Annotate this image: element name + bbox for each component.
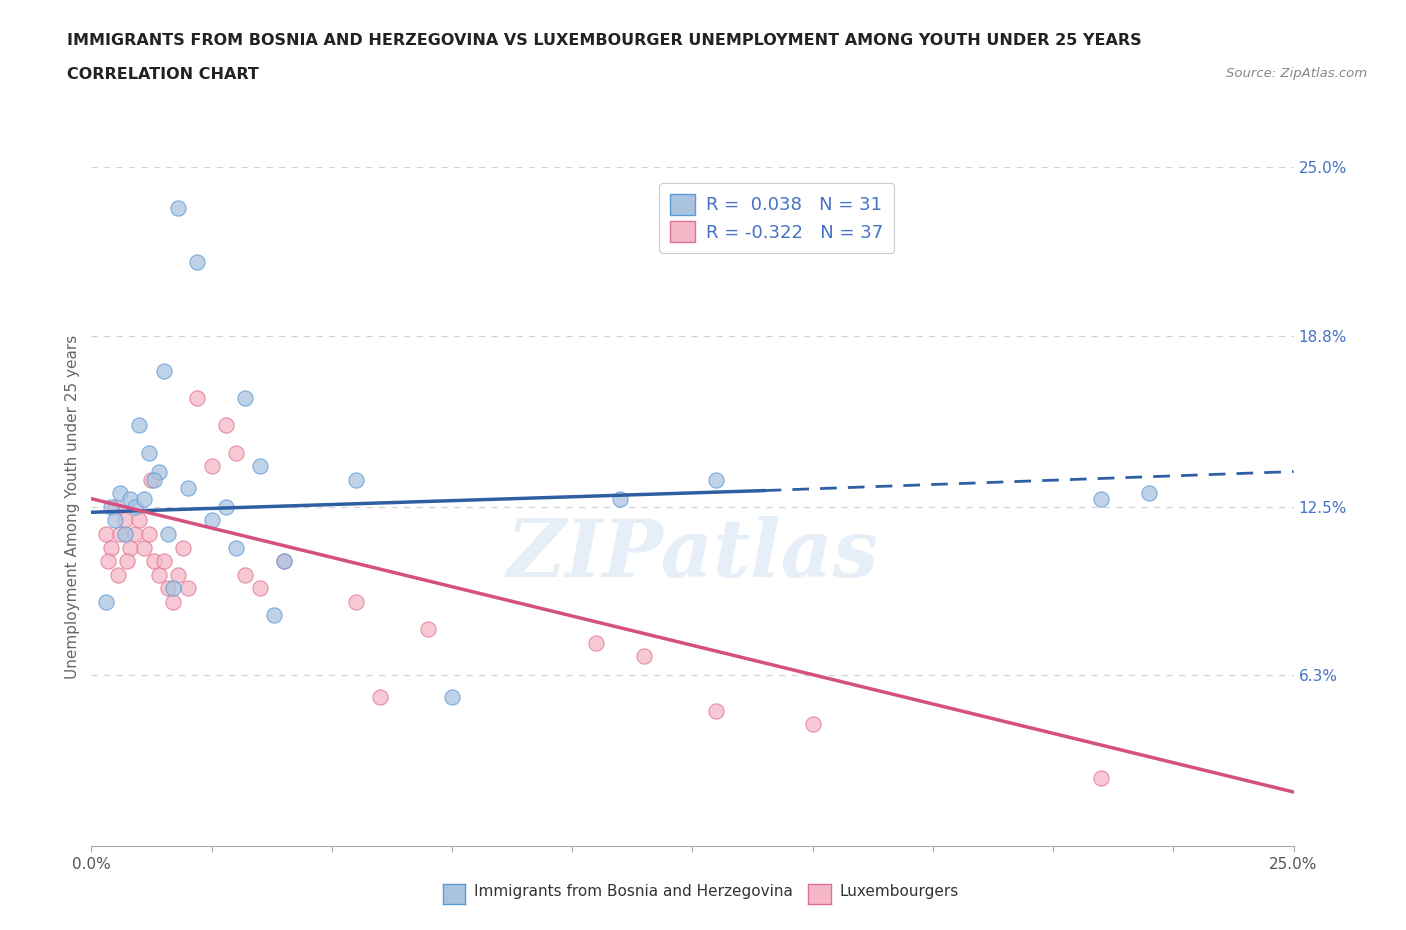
Point	[162, 594, 184, 609]
Point	[157, 526, 180, 541]
Point	[706, 472, 728, 487]
Legend: R =  0.038   N = 31, R = -0.322   N = 37: R = 0.038 N = 31, R = -0.322 N = 37	[659, 183, 894, 253]
Point	[104, 513, 127, 528]
Point	[609, 491, 631, 506]
Point	[110, 526, 132, 541]
Point	[344, 472, 367, 487]
Text: IMMIGRANTS FROM BOSNIA AND HERZEGOVINA VS LUXEMBOURGER UNEMPLOYMENT AMONG YOUTH : IMMIGRANTS FROM BOSNIA AND HERZEGOVINA V…	[67, 33, 1142, 47]
Point	[142, 553, 165, 568]
Point	[148, 567, 170, 582]
Point	[225, 540, 247, 555]
Text: Luxembourgers: Luxembourgers	[839, 884, 959, 899]
Point	[114, 513, 136, 528]
Point	[128, 418, 150, 432]
Point	[416, 621, 439, 636]
Point	[107, 567, 129, 582]
Text: ZIPatlas: ZIPatlas	[506, 515, 879, 593]
Point	[157, 581, 180, 596]
Text: CORRELATION CHART: CORRELATION CHART	[67, 67, 259, 82]
Point	[152, 364, 174, 379]
Point	[104, 499, 127, 514]
Point	[124, 499, 146, 514]
Point	[215, 418, 238, 432]
Point	[100, 499, 122, 514]
Text: Source: ZipAtlas.com: Source: ZipAtlas.com	[1226, 67, 1367, 80]
Point	[233, 567, 256, 582]
Point	[94, 526, 117, 541]
Point	[1090, 771, 1112, 786]
Point	[124, 526, 146, 541]
Point	[706, 703, 728, 718]
Point	[134, 540, 156, 555]
Point	[233, 391, 256, 405]
Point	[200, 458, 222, 473]
Text: Immigrants from Bosnia and Herzegovina: Immigrants from Bosnia and Herzegovina	[474, 884, 793, 899]
Point	[273, 553, 295, 568]
Point	[225, 445, 247, 460]
Point	[176, 581, 198, 596]
Point	[117, 553, 139, 568]
Point	[141, 472, 163, 487]
Point	[110, 485, 132, 500]
Point	[172, 540, 194, 555]
Point	[142, 472, 165, 487]
Point	[100, 540, 122, 555]
Point	[118, 491, 141, 506]
Point	[94, 594, 117, 609]
Point	[1090, 491, 1112, 506]
Point	[215, 499, 238, 514]
Point	[134, 491, 156, 506]
Point	[138, 526, 160, 541]
Point	[273, 553, 295, 568]
Point	[152, 553, 174, 568]
Point	[138, 445, 160, 460]
Point	[148, 464, 170, 479]
Point	[249, 581, 271, 596]
Point	[97, 553, 120, 568]
Point	[263, 608, 285, 623]
Point	[249, 458, 271, 473]
Point	[186, 255, 208, 270]
Point	[1137, 485, 1160, 500]
Point	[585, 635, 607, 650]
Point	[167, 567, 190, 582]
Point	[114, 526, 136, 541]
Point	[167, 201, 190, 216]
Y-axis label: Unemployment Among Youth under 25 years: Unemployment Among Youth under 25 years	[65, 335, 80, 679]
Point	[440, 689, 463, 704]
Point	[118, 540, 141, 555]
Point	[633, 649, 655, 664]
Point	[176, 481, 198, 496]
Point	[186, 391, 208, 405]
Point	[128, 513, 150, 528]
Point	[200, 513, 222, 528]
Point	[801, 717, 824, 732]
Point	[368, 689, 391, 704]
Point	[344, 594, 367, 609]
Point	[162, 581, 184, 596]
